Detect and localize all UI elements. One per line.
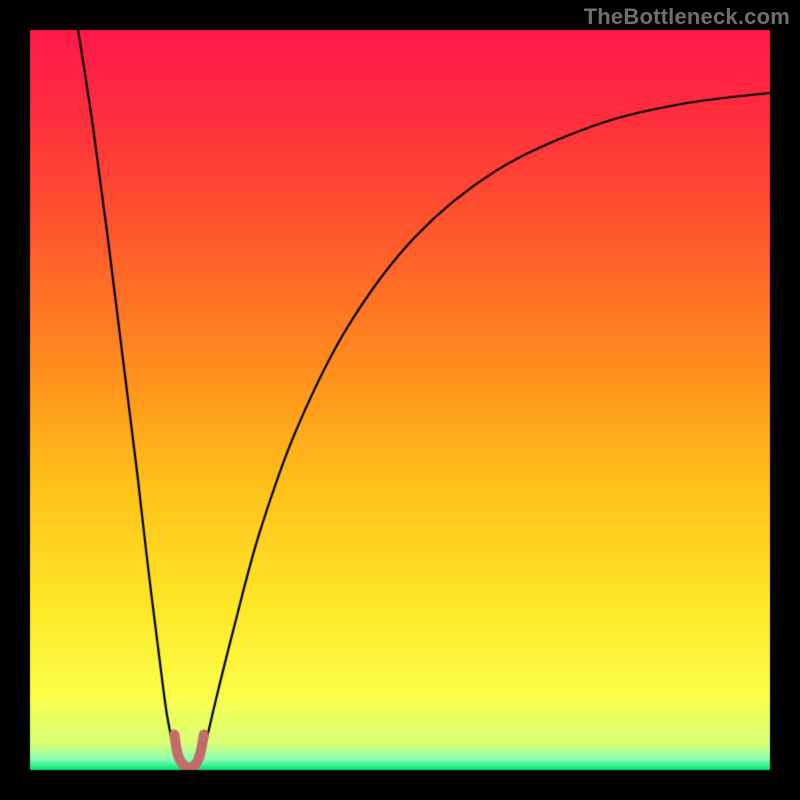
- bottleneck-curve-plot: [0, 0, 800, 800]
- watermark-text: TheBottleneck.com: [584, 4, 790, 30]
- chart-container: TheBottleneck.com: [0, 0, 800, 800]
